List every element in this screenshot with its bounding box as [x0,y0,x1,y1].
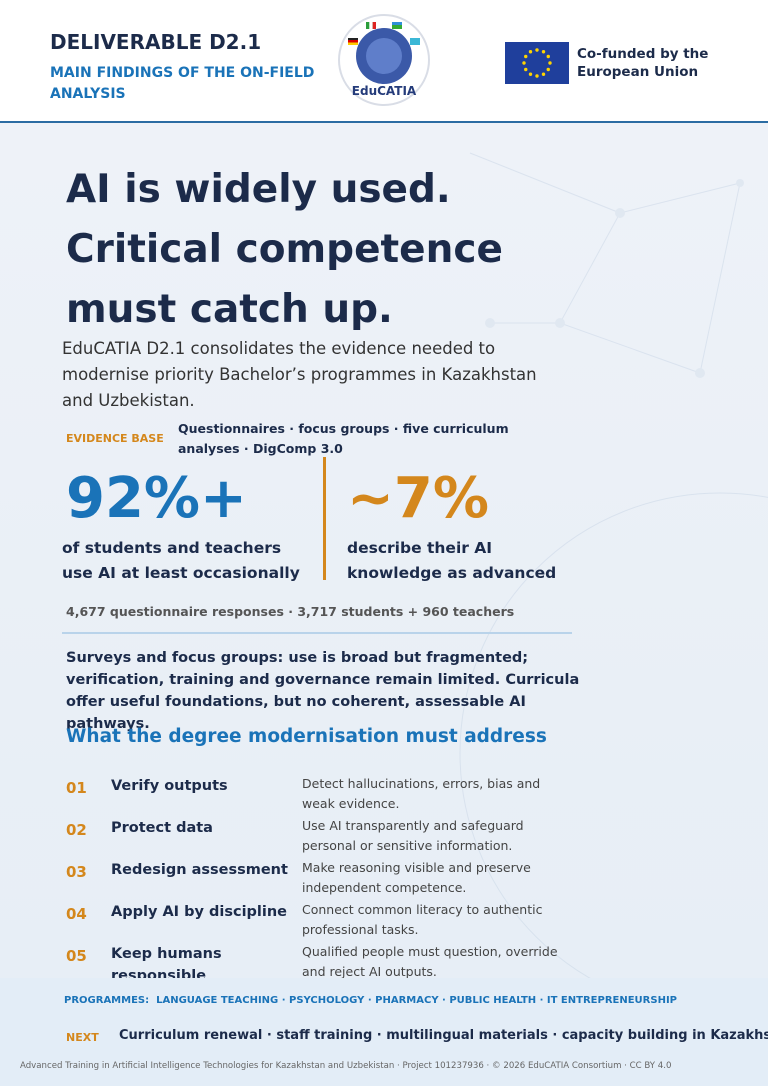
eu-star [535,48,539,52]
headline: AI is widely used. Critical competence mus… [66,160,503,340]
action-title: Protect data [111,820,213,836]
action-number: 02 [66,821,87,839]
action-description: Make reasoning visible and preserve inde… [302,860,531,895]
eu-flag [505,42,569,84]
eu-star [546,67,550,72]
action-description: Use AI transparently and safeguard perso… [302,818,524,853]
stat-value: 92%+ [66,466,247,531]
intro: EduCATIA D2.1 consolidates the evidence … [62,339,537,410]
action-number: 03 [66,863,87,881]
actions-title: What the degree modernisation must addre… [66,726,547,747]
eu-star [546,54,550,59]
action-number: 01 [66,779,87,797]
next-text: Curriculum renewal · staff training · mu… [119,1028,768,1043]
eu-label: Co-funded by the European Union [577,46,709,80]
stat-text: of students and teachers use AI at least… [62,539,300,582]
evidence-label: EVIDENCE BASE [66,432,164,445]
eu-star [541,72,546,76]
sample-size: 4,677 questionnaire responses · 3,717 st… [66,604,515,619]
headline-line: Critical competence [66,227,503,272]
evidence-sources: Questionnaires · focus groups · five cur… [178,421,509,456]
action-title: Verify outputs [111,778,228,794]
header-subtitle: MAIN FINDINGS OF THE ON-FIELD ANALYSIS [50,65,315,102]
action-number: 04 [66,905,87,923]
logo-text: EduCATIA [352,84,417,98]
action-number: 05 [66,947,87,965]
action-description: Connect common literacy to authentic pro… [302,902,543,937]
stat-text: describe their AI knowledge as advanced [347,539,557,582]
header-rule [0,121,768,123]
summary: Surveys and focus groups: use is broad b… [66,650,580,732]
background [0,123,768,1086]
action-description: Qualified people must question, override… [302,944,558,979]
divider [62,632,572,634]
action-description: Detect hallucinations, errors, bias and … [302,776,541,811]
eu-star [528,50,533,54]
eu-star [522,61,526,65]
programmes-label: PROGRAMMES: [64,995,150,1006]
eu-star [524,54,528,59]
stat-divider [323,457,326,580]
header-title: DELIVERABLE D2.1 [50,30,262,54]
eu-star [524,67,528,72]
action-title: Redesign assessment [111,862,288,878]
stat-value: ~7% [347,466,489,531]
programmes-list: LANGUAGE TEACHING · PSYCHOLOGY · PHARMAC… [156,995,677,1006]
headline-line: must catch up. [66,287,393,332]
programmes: PROGRAMMES: LANGUAGE TEACHING · PSYCHOLO… [64,995,677,1006]
bottom-band [0,978,768,1086]
eu-star [548,61,552,65]
eu-star [535,74,539,78]
eu-star [528,72,533,76]
project-logo: EduCATIA [338,14,430,106]
next-label: NEXT [66,1031,99,1044]
headline-line: AI is widely used. [66,167,451,212]
action-title: Apply AI by discipline [111,904,288,920]
footer: Advanced Training in Artificial Intellig… [20,1061,672,1071]
background-decoration [459,152,768,1014]
eu-star [541,50,546,54]
